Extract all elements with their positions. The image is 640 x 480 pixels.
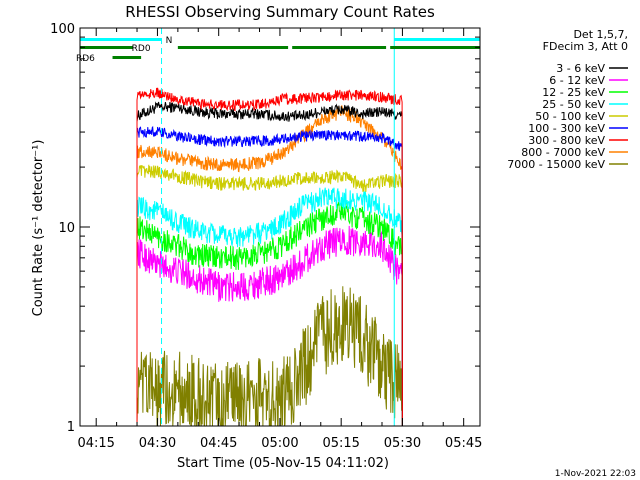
flag-bar-n: [394, 38, 480, 41]
x-tick-label: 05:30: [384, 436, 421, 451]
x-tick-label: 04:15: [77, 436, 114, 451]
flag-bar-label: RD0: [132, 44, 151, 54]
x-tick-label: 05:15: [322, 436, 359, 451]
y-axis-label: Count Rate (s⁻¹ detector⁻¹): [31, 140, 46, 317]
series-line: [136, 125, 403, 427]
series-line: [136, 101, 403, 427]
legend-label: 100 - 300 keV: [528, 122, 605, 135]
legend-label: 3 - 6 keV: [556, 62, 605, 75]
series-traces: [136, 87, 403, 427]
legend-header: Det 1,5,7,: [573, 28, 628, 41]
y-tick-label: 10: [58, 221, 75, 236]
axes: 04:15 04:30 04:45 05:00 05:15 05:30 05:45 1 10 10…: [50, 22, 482, 451]
y-tick-label: 100: [50, 22, 75, 37]
series-line: [136, 187, 403, 427]
x-tick-label: 05:45: [445, 436, 482, 451]
x-tick-label: 05:00: [261, 436, 298, 451]
series-line: [136, 104, 403, 427]
footer-date: 1-Nov-2021 22:03: [555, 469, 636, 479]
series-line: [136, 286, 403, 427]
series-line: [136, 199, 403, 427]
flag-bar-rd0: [292, 46, 387, 49]
x-axis-label: Start Time (05-Nov-15 04:11:02): [177, 456, 389, 471]
flag-bar-n: [80, 38, 162, 41]
chart-title: RHESSI Observing Summary Count Rates: [125, 3, 435, 21]
flag-bar-label: RD6: [76, 54, 95, 64]
series-line: [136, 87, 403, 427]
flag-bar-rd6: [112, 56, 142, 59]
legend-label: 12 - 25 keV: [542, 86, 605, 99]
flag-bar-rd0: [177, 46, 289, 49]
series-line: [136, 225, 403, 427]
legend-label: 25 - 50 keV: [542, 98, 605, 111]
x-tick-label: 04:45: [200, 436, 237, 451]
legend-label: 800 - 7000 keV: [521, 146, 605, 159]
x-tick-label: 04:30: [139, 436, 176, 451]
flag-bar-rd0: [80, 46, 133, 49]
flag-bar-label: N: [166, 36, 173, 46]
legend-label: 7000 - 15000 keV: [507, 158, 605, 171]
legend-label: 50 - 100 keV: [535, 110, 605, 123]
legend-header: FDecim 3, Att 0: [543, 40, 628, 53]
y-tick-label: 1: [67, 420, 75, 435]
series-line: [136, 164, 403, 427]
legend-label: 300 - 800 keV: [528, 134, 605, 147]
flag-bar-rd0: [390, 46, 480, 49]
legend-label: 6 - 12 keV: [549, 74, 605, 87]
